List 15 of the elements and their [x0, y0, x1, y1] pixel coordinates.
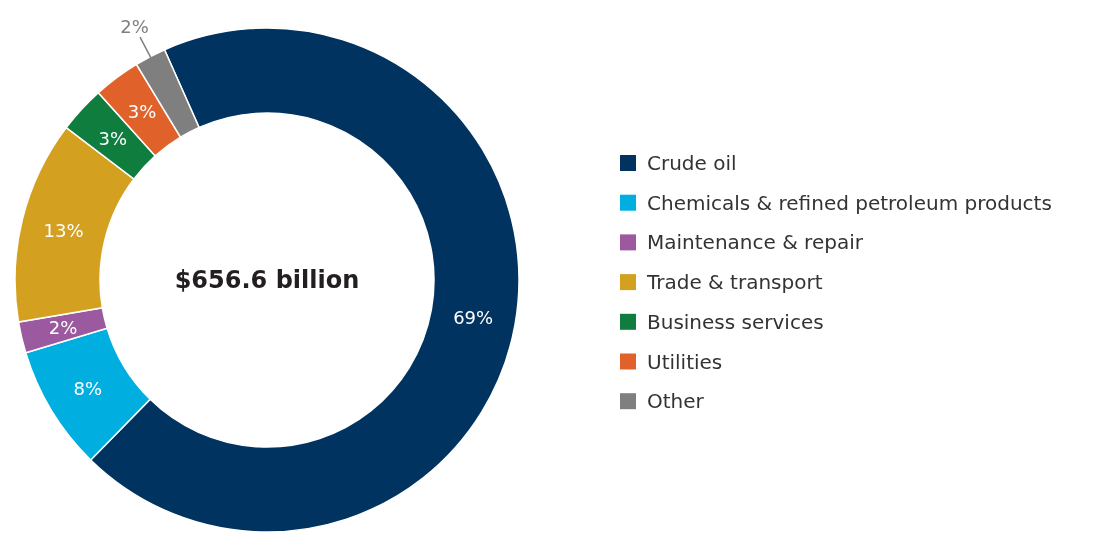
text: $656.6 billion: [174, 266, 360, 294]
legend-label: Business services: [647, 309, 824, 334]
legend-label: Other: [647, 389, 705, 414]
data-label: 13%: [43, 219, 84, 241]
data-label: 69%: [453, 306, 494, 328]
legend-label: Crude oil: [647, 151, 737, 175]
legend-label: Chemicals & refined petroleum products: [647, 190, 1052, 215]
legend-label: Maintenance & repair: [647, 230, 864, 255]
data-label: 8%: [73, 378, 103, 400]
data-label: 2%: [48, 317, 78, 339]
legend-label: Utilities: [647, 349, 723, 374]
data-label: 3%: [98, 127, 128, 149]
data-label: 2%: [120, 16, 149, 38]
legend-label: Trade & transport: [646, 270, 823, 295]
data-label: 3%: [127, 101, 157, 123]
